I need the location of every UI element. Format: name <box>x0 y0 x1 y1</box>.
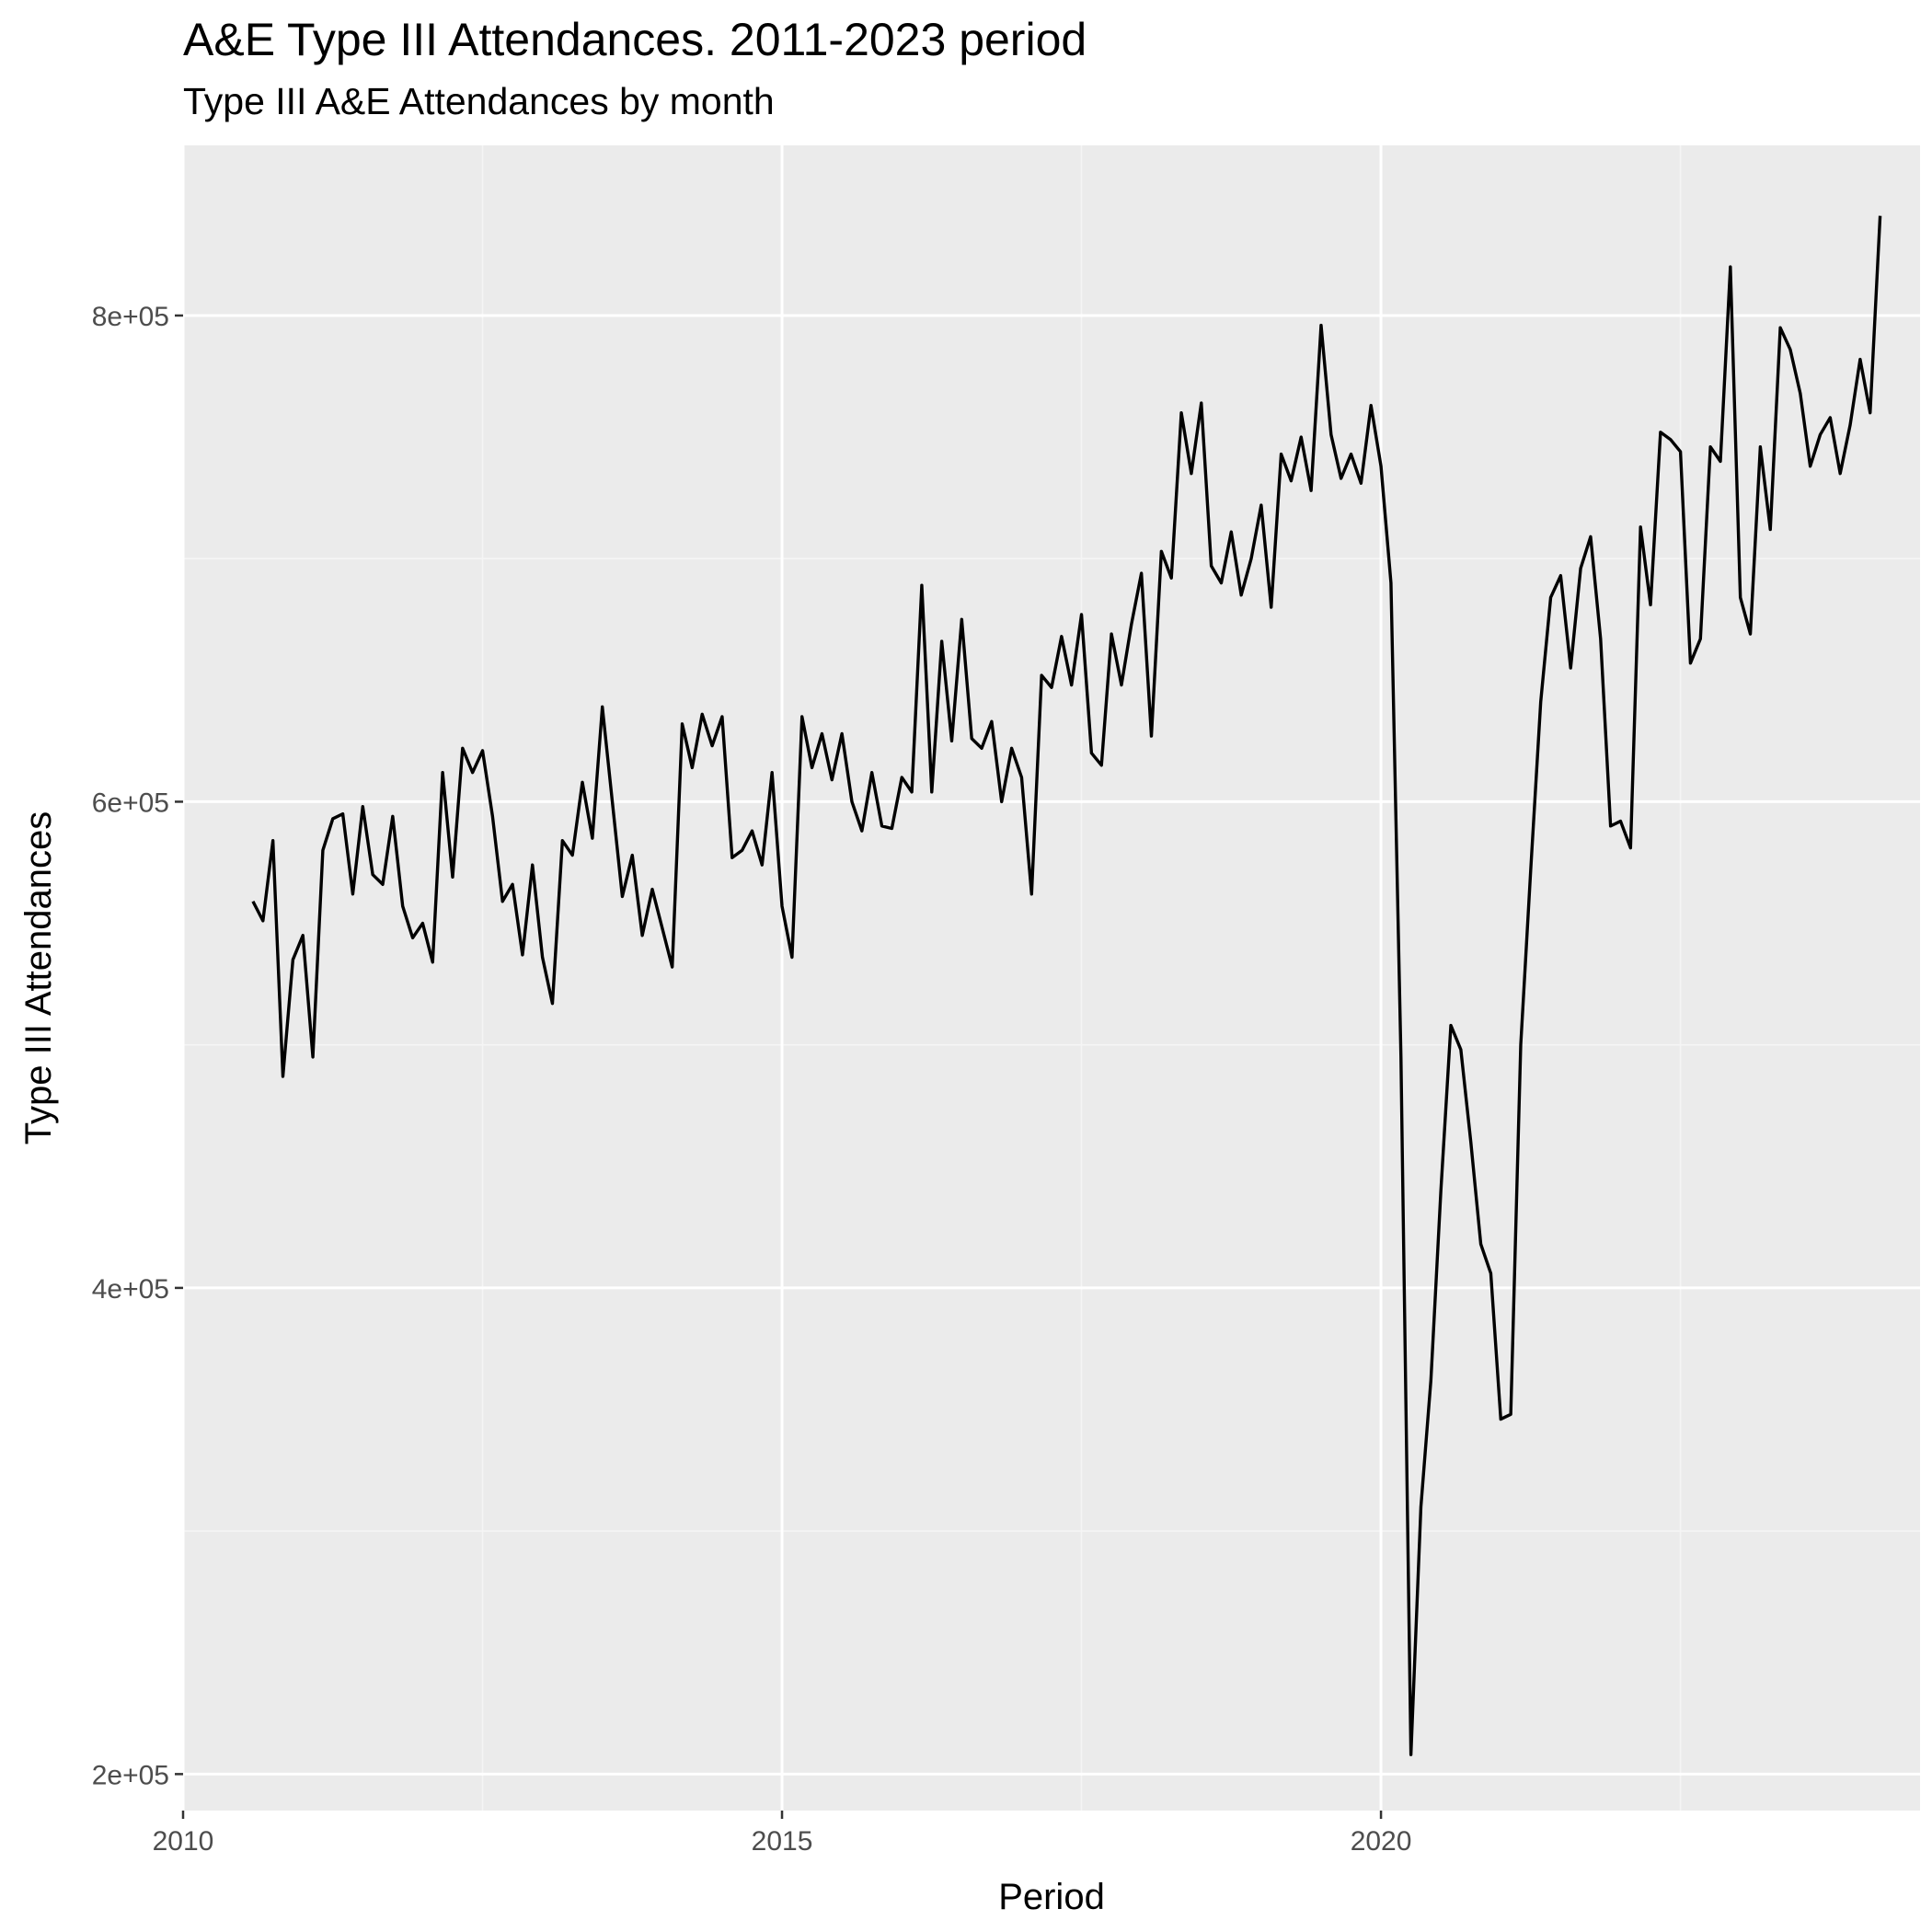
chart-subtitle: Type III A&E Attendances by month <box>183 80 775 122</box>
y-tick-label: 2e+05 <box>92 1760 169 1790</box>
series-layer <box>251 215 1882 1756</box>
y-axis-title: Type III Attendances <box>18 811 59 1144</box>
plot-panel <box>183 145 1920 1811</box>
x-tick-label: 2010 <box>153 1826 214 1857</box>
y-tick-label: 6e+05 <box>92 788 169 818</box>
y-tick-label: 8e+05 <box>92 302 169 332</box>
x-axis: 2010 2015 2020 <box>153 1811 1412 1857</box>
x-axis-title: Period <box>998 1877 1105 1917</box>
y-axis: 2e+05 4e+05 6e+05 8e+05 <box>92 302 183 1790</box>
x-tick-label: 2020 <box>1351 1826 1412 1857</box>
x-tick-label: 2015 <box>752 1826 813 1857</box>
series-line <box>251 215 1882 1756</box>
chart-title: A&E Type III Attendances. 2011-2023 peri… <box>183 14 1087 65</box>
minor-gridlines <box>183 145 1920 1811</box>
y-tick-label: 4e+05 <box>92 1274 169 1305</box>
